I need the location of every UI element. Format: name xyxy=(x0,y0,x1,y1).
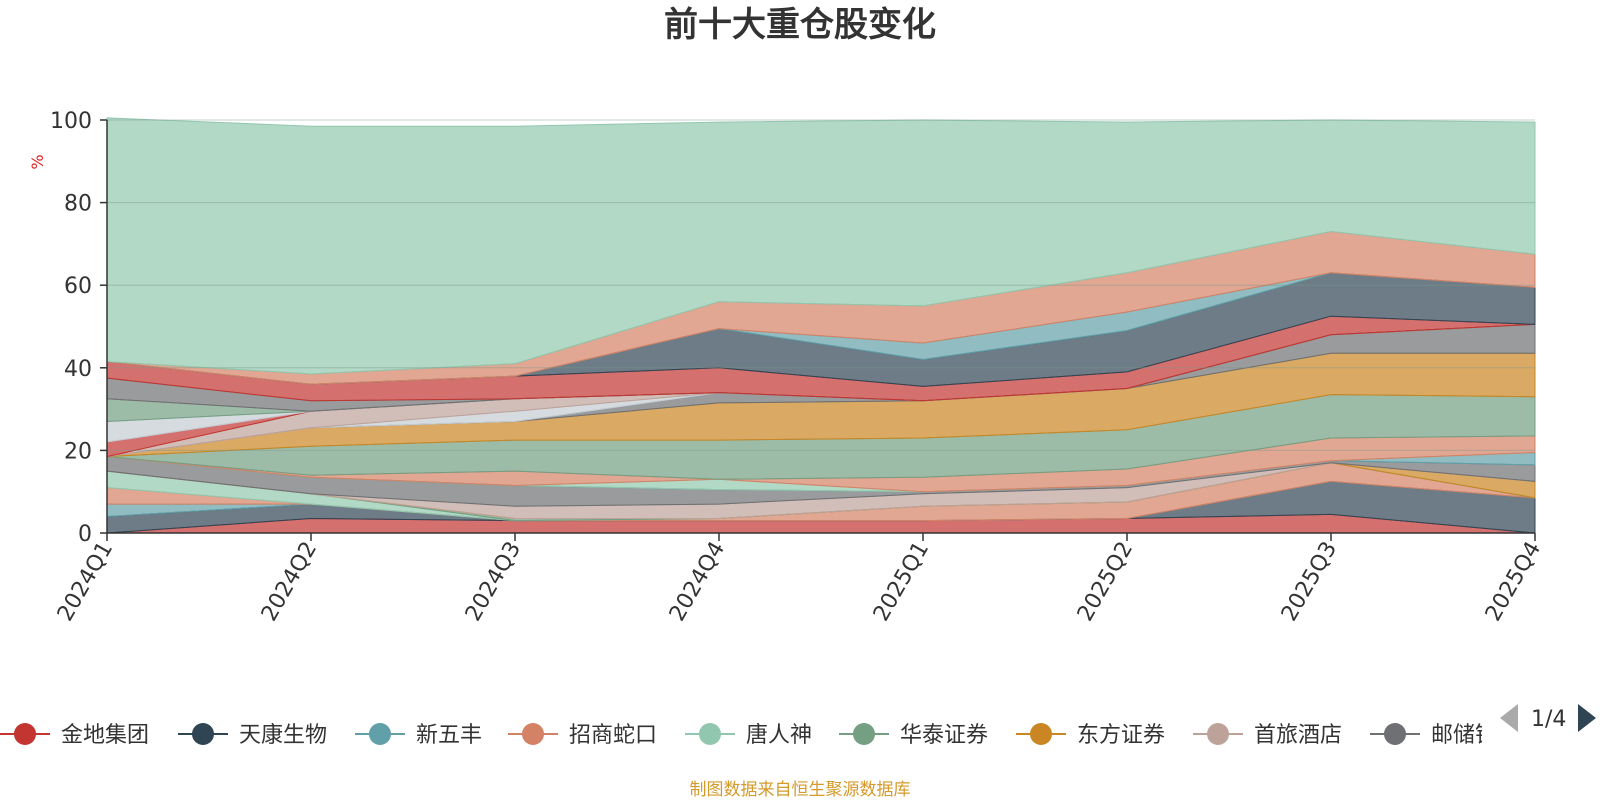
legend-label: 唐人神 xyxy=(746,723,812,748)
legend-item[interactable]: 东方证券 xyxy=(1016,723,1165,748)
y-tick-label: 100 xyxy=(50,109,92,134)
x-tick-label: 2024Q3 xyxy=(461,538,526,626)
legend-marker-icon xyxy=(1207,723,1229,745)
x-tick-label: 2024Q2 xyxy=(257,538,322,626)
y-tick-label: 0 xyxy=(78,522,92,547)
x-tick-label: 2025Q2 xyxy=(1073,538,1138,626)
plot-areas xyxy=(106,117,1536,534)
x-tick-label: 2024Q4 xyxy=(665,538,730,626)
y-tick-label: 60 xyxy=(64,274,92,299)
legend-marker-icon xyxy=(192,723,214,745)
legend-item[interactable]: 天康生物 xyxy=(178,723,327,748)
legend-label: 华泰证券 xyxy=(900,723,988,748)
data-source-note: 制图数据来自恒生聚源数据库 xyxy=(690,780,911,800)
legend-label: 新五丰 xyxy=(416,723,482,748)
legend-marker-icon xyxy=(699,723,721,745)
legend-item[interactable]: 首旅酒店 xyxy=(1193,723,1342,748)
x-tick-label: 2025Q4 xyxy=(1481,538,1546,626)
y-axis-unit: % xyxy=(28,154,47,169)
x-tick-label: 2024Q1 xyxy=(53,538,118,626)
legend-label: 招商蛇口 xyxy=(569,723,657,748)
legend-marker-icon xyxy=(853,723,875,745)
legend-item[interactable]: 招商蛇口 xyxy=(508,723,657,748)
legend-label: 邮储银行 xyxy=(1431,723,1519,748)
y-tick-label: 20 xyxy=(64,439,92,464)
legend-marker-icon xyxy=(522,723,544,745)
legend-pager: 1/4 xyxy=(1500,704,1596,732)
legend-marker-icon xyxy=(1030,723,1052,745)
grid-lines xyxy=(107,119,1535,451)
y-tick-label: 40 xyxy=(64,357,92,382)
area-series-26 xyxy=(106,117,1536,375)
legend-next-page-icon[interactable] xyxy=(1578,704,1596,732)
legend-item[interactable]: 华泰证券 xyxy=(839,723,988,748)
legend-page-indicator: 1/4 xyxy=(1531,707,1566,732)
legend-label: 首旅酒店 xyxy=(1254,723,1342,748)
legend-marker-icon xyxy=(1384,723,1406,745)
legend-item[interactable]: 邮储银行 xyxy=(1370,723,1519,748)
legend-item[interactable]: 金地集团 xyxy=(0,723,149,748)
x-tick-label: 2025Q1 xyxy=(869,538,934,626)
legend-prev-page-icon[interactable] xyxy=(1500,704,1518,732)
y-tick-label: 80 xyxy=(64,192,92,217)
x-tick-label: 2025Q3 xyxy=(1277,538,1342,626)
legend-label: 东方证券 xyxy=(1077,723,1165,748)
legend: 金地集团 天康生物 新五丰 招商蛇口 唐人神 华泰证券 东方证券 首旅酒店 邮储银行 xyxy=(0,723,1519,748)
legend-label: 天康生物 xyxy=(239,723,327,748)
chart-title: 前十大重仓股变化 xyxy=(664,5,936,45)
legend-label: 金地集团 xyxy=(61,723,149,748)
legend-marker-icon xyxy=(369,723,391,745)
legend-marker-icon xyxy=(14,723,36,745)
legend-item[interactable]: 唐人神 xyxy=(685,723,812,748)
legend-item[interactable]: 新五丰 xyxy=(355,723,482,748)
